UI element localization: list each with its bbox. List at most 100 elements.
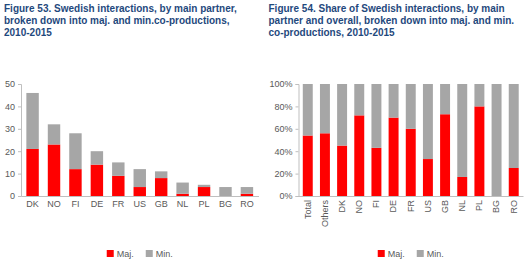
chart-title: Figure 53. Swedish interactions, by main…	[4, 3, 237, 38]
x-axis-line	[299, 196, 524, 197]
y-tick-label: 40	[5, 102, 15, 112]
bar-segment	[219, 187, 231, 196]
legend-label: Min.	[156, 249, 173, 259]
bars	[26, 93, 253, 196]
x-tick: RO	[509, 196, 519, 214]
bar-segment	[241, 194, 253, 196]
x-tick: NL	[177, 196, 189, 209]
y-axis: 0% 20% 40% 60% 80% 100%	[269, 79, 299, 201]
y-tick: 10	[5, 169, 21, 179]
bar-segment	[440, 84, 450, 114]
x-tick-label: RO	[240, 199, 254, 209]
bar-segment	[112, 176, 124, 196]
bars	[303, 84, 519, 196]
legend-swatch	[417, 250, 424, 257]
bar-segment	[198, 187, 210, 196]
x-tick: DK	[26, 196, 39, 209]
bar-segment	[112, 162, 124, 175]
bar-segment	[155, 171, 167, 178]
bar-segment	[440, 114, 450, 196]
y-axis-line	[296, 85, 300, 197]
bar-segment	[303, 136, 313, 196]
bar-segment	[320, 133, 330, 196]
x-tick: Others	[320, 196, 330, 227]
y-tick-mark	[18, 151, 21, 152]
x-tick-label: DE	[388, 200, 398, 213]
bar-segment	[474, 84, 484, 106]
x-tick: FR	[112, 196, 124, 209]
y-tick: 0	[10, 191, 21, 201]
bar-segment	[176, 194, 188, 196]
x-tick: DE	[91, 196, 104, 209]
y-tick: 60%	[274, 124, 298, 134]
bar-segment	[492, 84, 502, 196]
x-tick: FR	[406, 196, 416, 212]
y-tick-mark	[296, 196, 299, 197]
bar-segment	[354, 84, 364, 115]
x-axis-line	[22, 196, 260, 197]
y-tick-label: 0	[10, 191, 15, 201]
x-tick-label: US	[133, 199, 146, 209]
y-tick-label: 20%	[274, 169, 292, 179]
x-tick-label: DE	[91, 199, 104, 209]
x-tick: DK	[337, 196, 347, 213]
bar-segment	[371, 148, 381, 196]
x-tick: NO	[47, 196, 61, 209]
bar-segment	[389, 84, 399, 118]
x-tick: NL	[457, 196, 467, 212]
legend: Maj. Min.	[107, 249, 173, 259]
y-tick-label: 0%	[279, 191, 292, 201]
x-tick: PL	[199, 196, 210, 209]
bar-segment	[69, 133, 81, 169]
x-tick: RO	[240, 196, 254, 209]
bar-segment	[134, 169, 146, 187]
x-tick-label: US	[423, 200, 433, 213]
bar-segment	[371, 84, 381, 148]
x-tick-label: GB	[440, 200, 450, 213]
legend-label: Maj.	[117, 249, 134, 259]
y-tick-label: 10	[5, 169, 15, 179]
x-tick-label: FI	[71, 199, 79, 209]
chart-panel: Figure 53. Swedish interactions, by main…	[4, 3, 259, 259]
bar-segment	[337, 84, 347, 146]
x-tick: Total	[303, 196, 313, 219]
bar-segment	[474, 106, 484, 196]
y-tick-label: 20	[5, 147, 15, 157]
chart-panel: Figure 54. Share of Swedish interactions…	[269, 3, 524, 259]
y-tick-mark	[18, 106, 21, 107]
x-axis: DKNOFIDEFRUSGBNLPLBGRO	[22, 196, 260, 209]
y-tick-mark	[296, 151, 299, 152]
bar-segment	[337, 146, 347, 196]
bar-segment	[509, 84, 519, 168]
bar-segment	[134, 187, 146, 196]
bar-segment	[48, 124, 60, 144]
bar-segment	[320, 84, 330, 133]
y-tick-label: 40%	[274, 147, 292, 157]
y-tick-mark	[18, 174, 21, 175]
legend-swatch	[107, 250, 114, 257]
y-axis-line	[18, 85, 22, 197]
x-tick-label: PL	[474, 200, 484, 211]
legend-label: Min.	[427, 249, 444, 259]
x-tick-label: FR	[112, 199, 124, 209]
bar-segment	[198, 185, 210, 187]
legend-label: Maj.	[388, 249, 405, 259]
y-tick-label: 80%	[274, 102, 292, 112]
y-axis: 01020304050	[5, 79, 22, 201]
x-tick-label: NL	[177, 199, 189, 209]
y-tick: 80%	[274, 102, 298, 112]
y-tick: 50	[5, 79, 21, 89]
x-tick-label: BG	[491, 200, 501, 213]
x-tick: BG	[491, 196, 501, 213]
bar-segment	[406, 84, 416, 129]
x-tick-label: DK	[337, 200, 347, 213]
y-tick: 20	[5, 147, 21, 157]
x-tick-label: DK	[26, 199, 39, 209]
x-tick: NO	[354, 196, 364, 214]
y-tick-mark	[296, 106, 299, 107]
y-tick-mark	[18, 84, 21, 85]
bar-segment	[457, 177, 467, 196]
x-tick-label: FI	[371, 200, 381, 208]
bar-segment	[406, 129, 416, 196]
y-tick: 100%	[269, 79, 298, 89]
